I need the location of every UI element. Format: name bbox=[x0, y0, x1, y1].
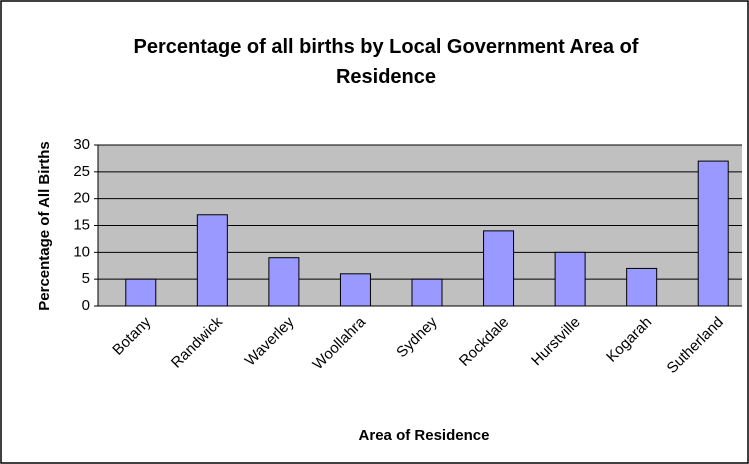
y-tick-label: 20 bbox=[73, 190, 90, 207]
bar bbox=[483, 230, 515, 307]
y-tick-label: 30 bbox=[73, 136, 90, 153]
chart-title: Percentage of all births by Local Govern… bbox=[133, 36, 639, 88]
y-tick-label: 15 bbox=[73, 216, 90, 233]
y-tick-label: 10 bbox=[73, 243, 90, 260]
y-tick-label: 5 bbox=[82, 270, 90, 287]
bar bbox=[339, 273, 371, 307]
bar bbox=[554, 251, 586, 307]
bar bbox=[125, 278, 157, 307]
y-tick-label: 25 bbox=[73, 163, 90, 180]
bar bbox=[268, 257, 300, 307]
y-tick-label: 0 bbox=[82, 297, 90, 314]
bar bbox=[626, 267, 658, 307]
y-axis-title: Percentage of All Births bbox=[36, 141, 53, 310]
bar bbox=[697, 160, 729, 307]
bar bbox=[411, 278, 443, 307]
bar bbox=[196, 214, 228, 307]
x-axis-title: Area of Residence bbox=[359, 427, 490, 444]
